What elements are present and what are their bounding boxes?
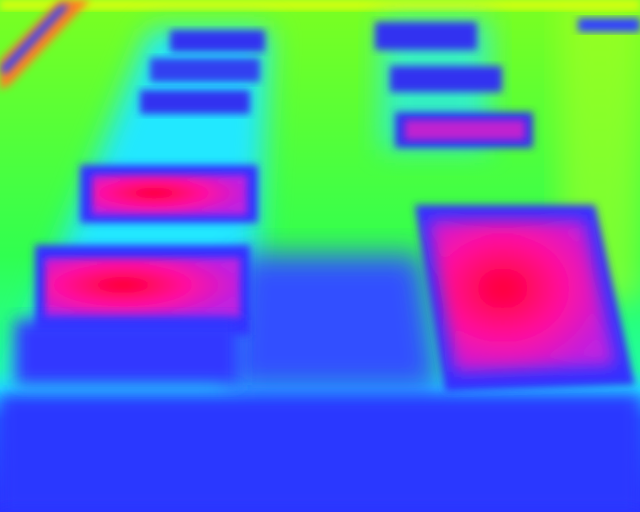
cold-patch: [150, 58, 260, 82]
cold-patch: [15, 320, 240, 385]
top-strip: [0, 0, 640, 10]
cold-strip: [0, 5, 70, 75]
hot-corner: [0, 0, 90, 90]
cold-patch: [578, 18, 640, 32]
hot-patch: [45, 258, 240, 318]
lower-area: [0, 395, 640, 512]
warm-patch: [405, 120, 525, 140]
shadow-area: [230, 255, 440, 390]
cold-patch: [375, 22, 477, 50]
hot-patch: [92, 175, 247, 215]
hot-patch: [428, 220, 615, 372]
cold-patch: [390, 66, 502, 92]
cold-patch: [140, 90, 250, 114]
cold-patch: [170, 30, 265, 52]
